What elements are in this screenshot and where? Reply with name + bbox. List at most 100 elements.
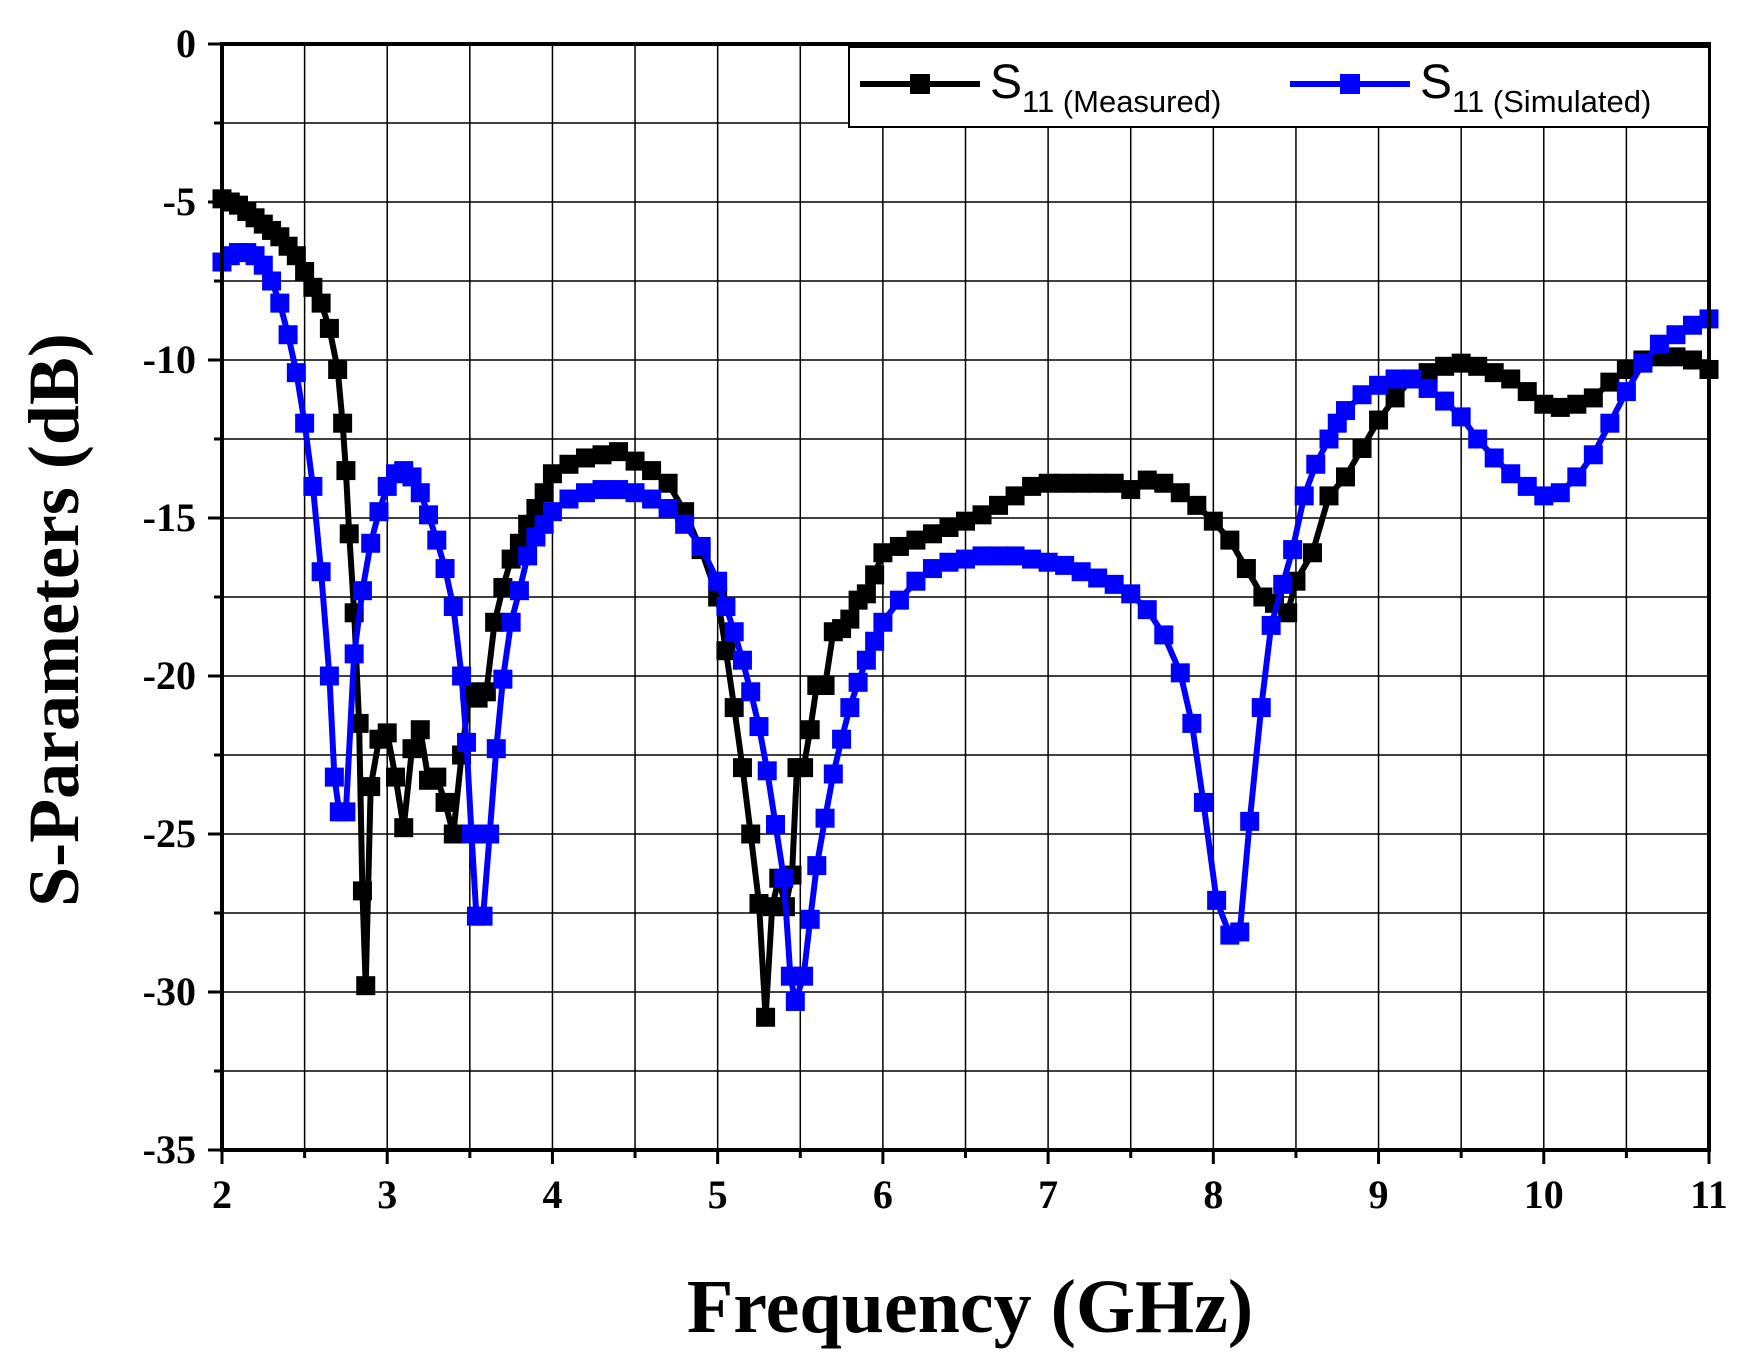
data-point xyxy=(1336,467,1356,487)
data-point xyxy=(756,1007,776,1027)
data-point xyxy=(815,675,835,695)
data-point xyxy=(1302,543,1322,563)
data-point xyxy=(1534,486,1554,506)
data-point xyxy=(1319,429,1339,449)
data-point xyxy=(339,524,359,544)
data-point xyxy=(476,682,496,702)
y-tick-label: -15 xyxy=(143,495,196,540)
data-point xyxy=(609,442,629,462)
data-point xyxy=(333,413,353,433)
data-point xyxy=(794,966,814,986)
data-point xyxy=(262,271,282,291)
data-point xyxy=(1170,483,1190,503)
data-point xyxy=(1352,438,1372,458)
data-point xyxy=(724,698,744,718)
data-point xyxy=(1104,574,1124,594)
data-point xyxy=(785,991,805,1011)
y-tick-label: -25 xyxy=(143,811,196,856)
data-point xyxy=(1682,315,1702,335)
data-point xyxy=(1451,407,1471,427)
data-point xyxy=(922,524,942,544)
data-point xyxy=(989,495,1009,515)
data-point xyxy=(1468,356,1488,376)
data-point xyxy=(1583,445,1603,465)
data-point xyxy=(1121,480,1141,500)
data-point xyxy=(509,581,529,601)
data-point xyxy=(658,473,678,493)
data-point xyxy=(336,802,356,822)
data-point xyxy=(485,612,505,632)
data-point xyxy=(1616,382,1636,402)
data-point xyxy=(1251,698,1271,718)
data-point xyxy=(435,792,455,812)
data-point xyxy=(732,758,752,778)
data-point xyxy=(1005,486,1025,506)
data-point xyxy=(461,824,481,844)
data-point xyxy=(741,682,761,702)
x-tick-label: 11 xyxy=(1690,1172,1728,1217)
data-point xyxy=(774,868,794,888)
data-point xyxy=(402,467,422,487)
data-point xyxy=(1071,562,1091,582)
data-point xyxy=(1501,464,1521,484)
legend-marker xyxy=(910,74,930,94)
data-point xyxy=(575,448,595,468)
data-point xyxy=(1170,663,1190,683)
data-point xyxy=(865,565,885,585)
data-point xyxy=(1278,603,1298,623)
data-point xyxy=(840,698,860,718)
data-point xyxy=(286,363,306,383)
data-point xyxy=(1203,511,1223,531)
data-point xyxy=(1055,473,1075,493)
data-point xyxy=(361,533,381,553)
y-tick-label: -10 xyxy=(143,337,196,382)
data-point xyxy=(939,517,959,537)
data-point xyxy=(1484,448,1504,468)
legend-subscript: 11 (Simulated) xyxy=(1452,84,1651,119)
data-point xyxy=(873,543,893,563)
data-point xyxy=(823,764,843,784)
data-point xyxy=(800,720,820,740)
data-point xyxy=(377,723,397,743)
data-point xyxy=(1418,378,1438,398)
data-point xyxy=(691,536,711,556)
data-point xyxy=(311,562,331,582)
data-point xyxy=(848,672,868,692)
data-point xyxy=(1435,391,1455,411)
data-point xyxy=(1468,429,1488,449)
x-tick-label: 4 xyxy=(542,1172,562,1217)
data-point xyxy=(1369,410,1389,430)
data-point xyxy=(1240,811,1260,831)
data-point xyxy=(794,758,814,778)
data-point xyxy=(443,824,463,844)
data-point xyxy=(1005,546,1025,566)
data-point xyxy=(1435,356,1455,376)
data-point xyxy=(1633,353,1653,373)
legend-box xyxy=(848,46,1710,128)
axis-ticks xyxy=(208,42,1711,1164)
data-point xyxy=(956,511,975,531)
data-point xyxy=(1418,363,1438,383)
data-point xyxy=(856,584,876,604)
data-point xyxy=(493,669,513,689)
x-axis-title: Frequency (GHz) xyxy=(687,1265,1253,1349)
data-point xyxy=(534,483,554,503)
data-point xyxy=(1193,792,1213,812)
data-point xyxy=(1137,600,1157,620)
data-point xyxy=(1385,388,1405,408)
data-point xyxy=(452,666,472,686)
data-point xyxy=(1402,369,1422,389)
data-point xyxy=(1583,388,1603,408)
data-point xyxy=(352,581,372,601)
data-point xyxy=(1319,486,1339,506)
data-point xyxy=(427,530,447,550)
data-point xyxy=(1230,922,1250,942)
data-point xyxy=(1104,473,1124,493)
data-point xyxy=(410,720,430,740)
data-point xyxy=(906,530,926,550)
data-point xyxy=(741,824,761,844)
data-point xyxy=(1137,470,1157,490)
data-point xyxy=(1187,495,1207,515)
data-point xyxy=(1207,890,1227,910)
